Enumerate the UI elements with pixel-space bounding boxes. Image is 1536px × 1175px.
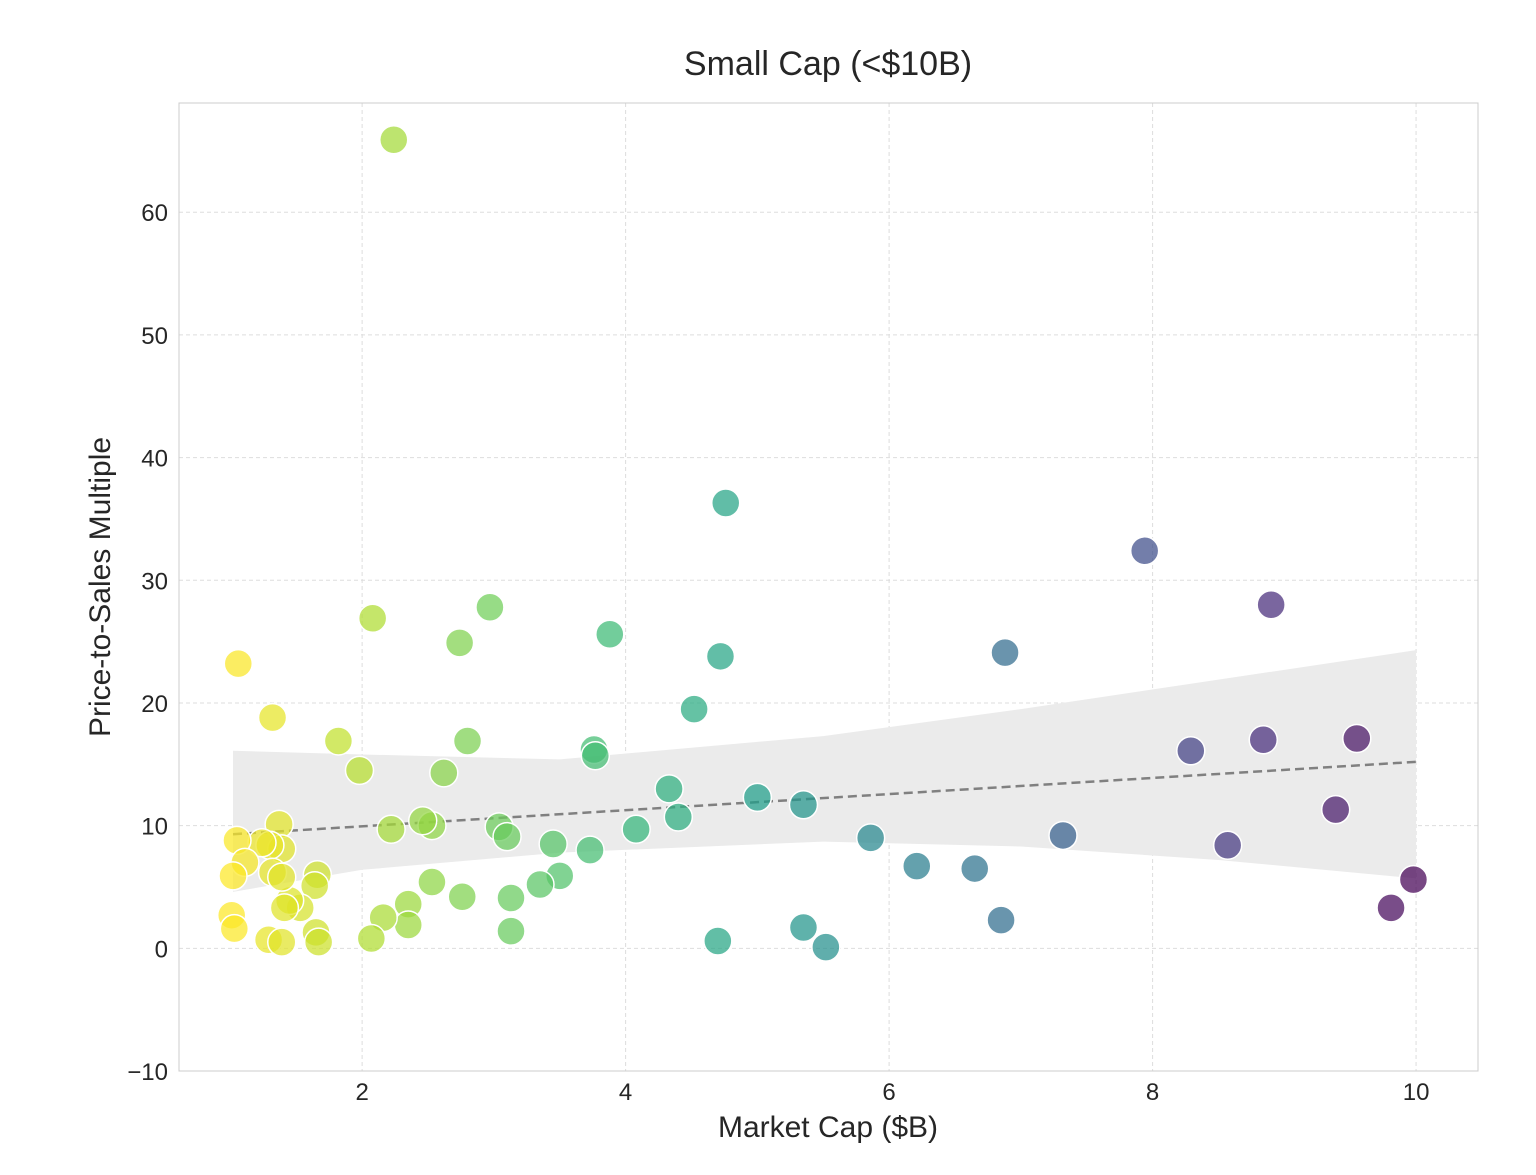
- data-point: [267, 927, 297, 957]
- data-point: [575, 835, 605, 865]
- data-point: [902, 851, 932, 881]
- data-point: [959, 853, 990, 884]
- data-point: [447, 882, 478, 912]
- data-point: [444, 628, 475, 658]
- data-point: [1256, 590, 1286, 620]
- data-point: [1342, 723, 1372, 754]
- data-point: [1048, 820, 1078, 851]
- data-point: [452, 726, 483, 756]
- points: [216, 125, 1429, 962]
- data-point: [1248, 724, 1279, 755]
- data-point: [219, 913, 250, 944]
- data-point: [1129, 536, 1160, 566]
- data-point: [663, 802, 694, 832]
- data-point: [417, 867, 447, 897]
- y-tick-labels: −10 0 10 20 30 40 50 60: [127, 200, 168, 1086]
- data-point: [496, 883, 526, 913]
- y-tick-label: 0: [155, 936, 168, 963]
- data-point: [303, 927, 334, 957]
- data-point: [269, 893, 300, 923]
- data-point: [990, 637, 1020, 668]
- x-tick-label: 2: [355, 1079, 368, 1106]
- y-tick-label: 30: [141, 568, 168, 595]
- data-point: [1176, 736, 1206, 766]
- data-point: [679, 694, 709, 724]
- data-point: [1212, 830, 1243, 861]
- data-point: [986, 905, 1016, 935]
- data-point: [855, 823, 886, 853]
- data-point: [218, 861, 248, 891]
- data-point: [742, 782, 773, 813]
- data-point: [496, 916, 526, 946]
- data-point: [621, 814, 651, 845]
- x-tick-label: 8: [1146, 1079, 1159, 1106]
- x-axis-label: Market Cap ($B): [718, 1111, 938, 1144]
- data-point: [1320, 794, 1351, 825]
- data-point: [538, 829, 568, 859]
- data-point: [1376, 893, 1406, 923]
- x-tick-label: 10: [1403, 1079, 1430, 1106]
- data-point: [357, 603, 388, 634]
- grid: [179, 103, 1478, 1072]
- plot-frame: [178, 102, 1479, 1072]
- data-point: [475, 592, 505, 622]
- data-point: [393, 910, 423, 940]
- data-point: [299, 870, 330, 901]
- data-point: [378, 125, 409, 155]
- data-point: [356, 923, 387, 954]
- y-tick-label: 50: [141, 323, 168, 350]
- confidence-band: [233, 650, 1417, 892]
- data-point: [788, 790, 819, 820]
- data-point: [703, 926, 733, 956]
- data-point: [595, 619, 625, 649]
- y-tick-label: 40: [141, 446, 168, 473]
- data-point: [1398, 864, 1429, 895]
- chart-title: Small Cap (<$10B): [684, 45, 972, 83]
- data-point: [323, 726, 354, 756]
- data-point: [407, 805, 438, 836]
- data-point: [344, 755, 375, 786]
- data-point: [710, 488, 741, 518]
- data-point: [223, 648, 254, 679]
- data-point: [580, 740, 611, 771]
- x-tick-labels: 2 4 6 8 10: [355, 1079, 1429, 1106]
- y-axis-label: Price-to-Sales Multiple: [84, 437, 117, 737]
- data-point: [788, 912, 819, 943]
- x-tick-label: 4: [619, 1079, 632, 1106]
- data-point: [525, 869, 555, 900]
- y-tick-label: 10: [141, 814, 168, 841]
- data-point: [267, 862, 297, 892]
- x-tick-label: 6: [882, 1079, 895, 1106]
- data-point: [376, 814, 406, 845]
- y-tick-label: 60: [141, 200, 168, 227]
- data-point: [429, 758, 459, 788]
- y-tick-label: 20: [141, 691, 168, 718]
- data-point: [654, 774, 684, 804]
- data-point: [257, 702, 288, 733]
- data-point: [492, 821, 522, 852]
- data-point: [705, 641, 736, 672]
- y-tick-label: −10: [127, 1059, 168, 1086]
- data-point: [811, 932, 841, 962]
